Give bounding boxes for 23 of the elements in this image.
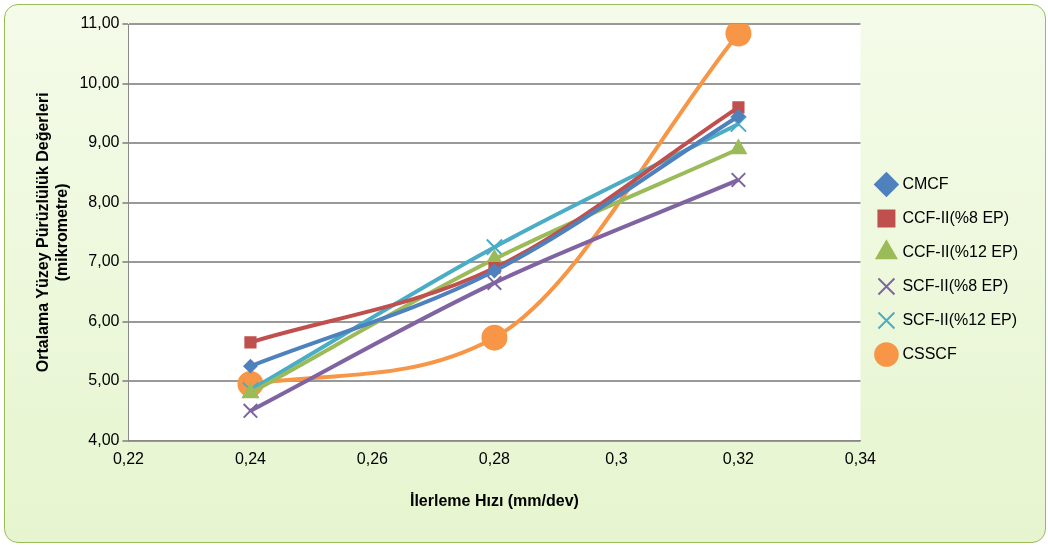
- x-tick-label: 0,24: [234, 449, 267, 467]
- x-axis-title: İlerleme Hızı (mm/dev): [409, 491, 579, 509]
- legend-label: CCF-II(%12 EP): [902, 242, 1019, 260]
- legend-label: SCF-II(%8 EP): [902, 276, 1009, 294]
- y-tick-label: 5,00: [88, 371, 120, 389]
- x-tick-label: 0,22: [112, 449, 145, 467]
- y-tick-label: 10,00: [79, 73, 120, 91]
- y-tick-label: 7,00: [88, 252, 120, 270]
- legend-label: SCF-II(%12 EP): [902, 310, 1018, 328]
- y-tick-label: 6,00: [88, 311, 120, 329]
- legend-label: CSSCF: [902, 344, 957, 362]
- legend-label: CCF-II(%8 EP): [902, 208, 1010, 226]
- x-tick-label: 0,3: [605, 449, 628, 467]
- legend-label: CMCF: [902, 174, 949, 192]
- y-tick-label: 9,00: [88, 133, 120, 151]
- y-tick-label: 4,00: [88, 431, 120, 449]
- x-tick-label: 0,32: [722, 449, 755, 467]
- x-tick-label: 0,28: [478, 449, 511, 467]
- x-tick-label: 0,26: [356, 449, 389, 467]
- y-axis-title: Ortalama Yüzey Pürüzlülük Değerleri (mikrometre): [34, 92, 71, 373]
- x-tick-label: 0,34: [844, 449, 877, 467]
- y-tick-label: 11,00: [80, 14, 120, 32]
- y-tick-label: 8,00: [88, 192, 120, 210]
